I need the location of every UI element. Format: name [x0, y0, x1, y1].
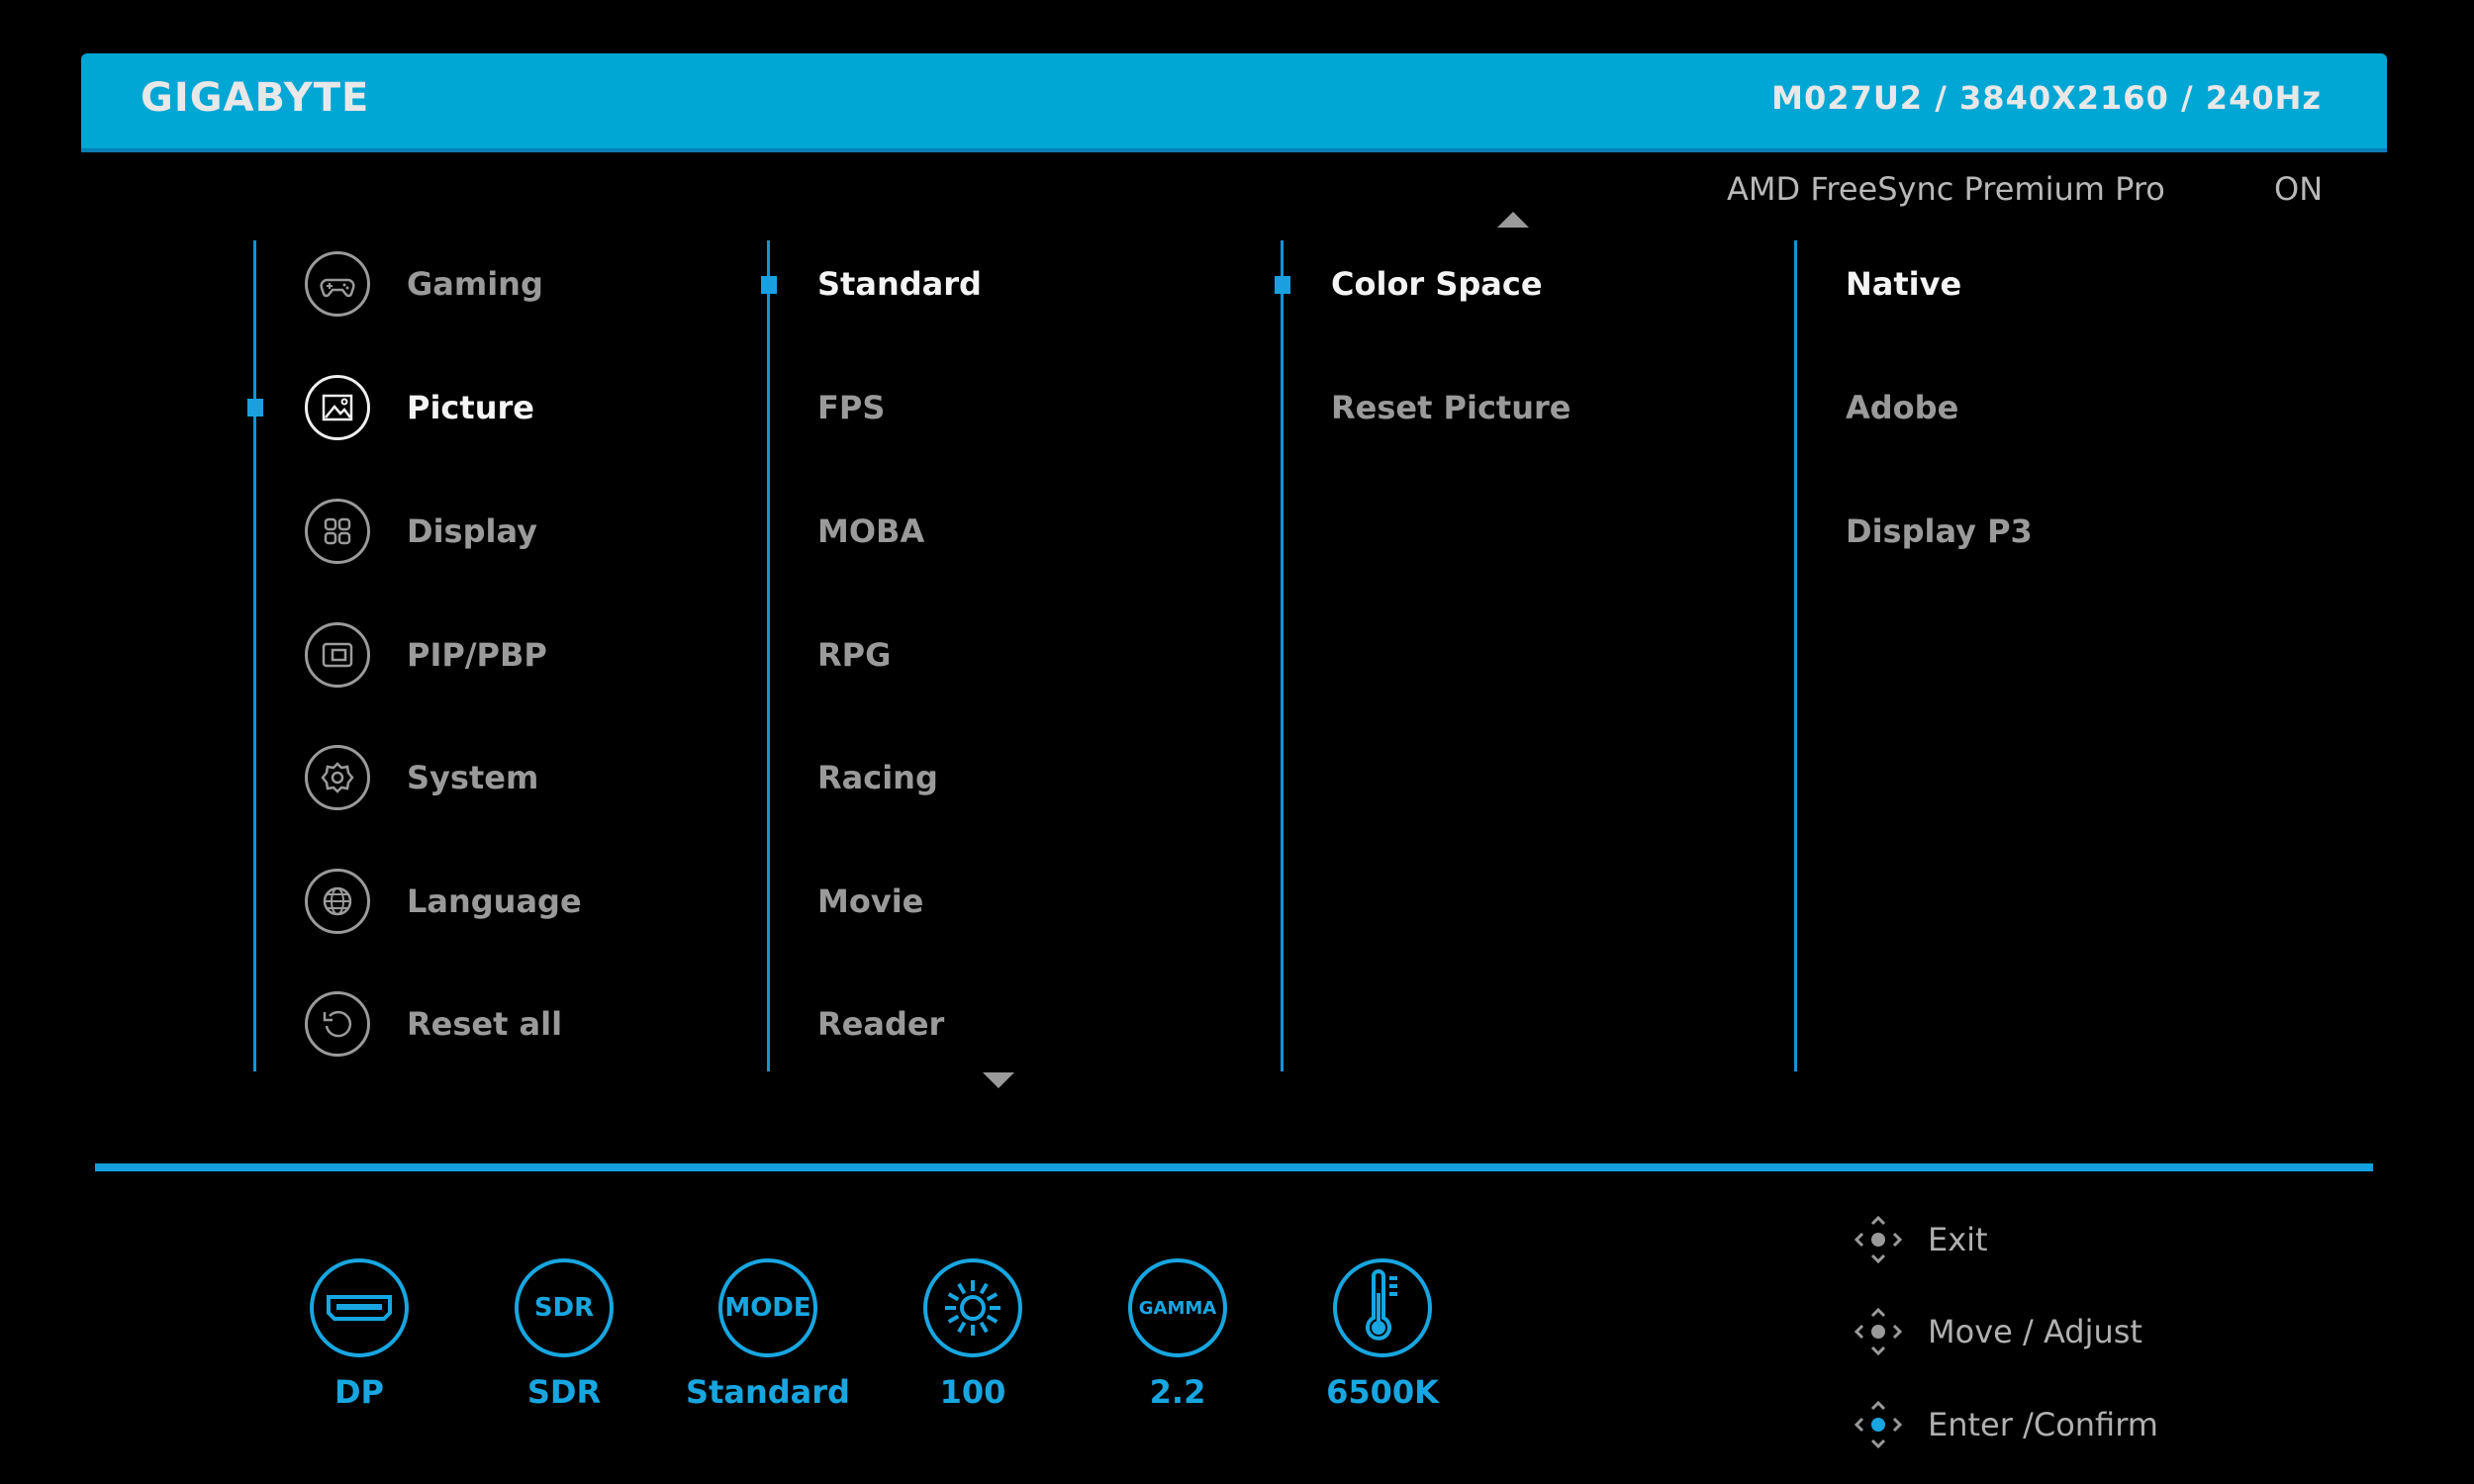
picture-mode-item[interactable]: FPS — [817, 389, 886, 426]
gear-icon — [305, 745, 370, 810]
mode-icon[interactable]: MODE — [718, 1258, 817, 1357]
pip-icon — [305, 622, 370, 688]
thermometer-icon[interactable] — [1333, 1258, 1432, 1357]
picture-mode-item[interactable]: Standard — [817, 265, 982, 303]
reset-icon — [305, 991, 370, 1057]
display-grid-icon — [305, 499, 370, 564]
selection-marker — [761, 276, 777, 294]
menu-item-reset-all[interactable]: Reset all — [407, 1005, 563, 1043]
color-space-option[interactable]: Adobe — [1846, 389, 1959, 426]
divider-line — [95, 1163, 2373, 1171]
color-space-option[interactable]: Native — [1846, 265, 1962, 303]
joystick-icon — [1854, 1307, 1903, 1356]
scroll-up-arrow-icon[interactable] — [1497, 212, 1529, 228]
freesync-value: ON — [2274, 170, 2324, 208]
displayport-icon[interactable] — [310, 1258, 409, 1357]
brand-logo: GIGABYTE — [141, 75, 370, 121]
sdr-icon[interactable]: SDR — [515, 1258, 614, 1357]
picture-mode-item[interactable]: MOBA — [817, 512, 925, 550]
joystick-icon — [1854, 1400, 1903, 1449]
mode-icon-text: MODE — [724, 1293, 811, 1323]
status-value: Standard — [686, 1373, 850, 1411]
gamma-icon[interactable]: GAMMA — [1128, 1258, 1227, 1357]
selection-marker — [1275, 276, 1290, 294]
status-value: DP — [333, 1373, 385, 1411]
column-divider — [1281, 240, 1284, 1071]
menu-item-pip-pbp[interactable]: PIP/PBP — [407, 636, 547, 674]
nav-hint: Move / Adjust — [1928, 1313, 2142, 1350]
globe-icon — [305, 869, 370, 934]
column-divider — [253, 240, 256, 1071]
picture-icon — [305, 375, 370, 440]
selection-marker — [247, 399, 263, 417]
gamepad-icon — [305, 251, 370, 317]
status-value: 6500K — [1326, 1373, 1439, 1411]
picture-mode-item[interactable]: Reader — [817, 1005, 945, 1043]
picture-submenu-item[interactable]: Color Space — [1331, 265, 1543, 303]
joystick-icon — [1854, 1215, 1903, 1264]
header-bar: GIGABYTE M027U2 / 3840X2160 / 240Hz — [81, 53, 2387, 152]
picture-mode-item[interactable]: RPG — [817, 636, 892, 674]
brightness-icon[interactable] — [923, 1258, 1022, 1357]
menu-item-picture[interactable]: Picture — [407, 389, 534, 426]
nav-hint: Exit — [1928, 1221, 1988, 1258]
color-space-option[interactable]: Display P3 — [1846, 512, 2033, 550]
gamma-icon-text: GAMMA — [1138, 1297, 1217, 1319]
status-value: 100 — [939, 1373, 1006, 1411]
scroll-down-arrow-icon[interactable] — [983, 1072, 1014, 1088]
status-value: SDR — [526, 1373, 602, 1411]
sdr-icon-text: SDR — [533, 1293, 595, 1323]
freesync-label: AMD FreeSync Premium Pro — [1727, 170, 2165, 208]
model-info: M027U2 / 3840X2160 / 240Hz — [1771, 79, 2322, 117]
menu-item-display[interactable]: Display — [407, 512, 537, 550]
picture-submenu-item[interactable]: Reset Picture — [1331, 389, 1571, 426]
picture-mode-item[interactable]: Racing — [817, 759, 938, 796]
nav-hint: Enter /Confirm — [1928, 1406, 2158, 1443]
column-divider — [767, 240, 770, 1071]
status-value: 2.2 — [1149, 1373, 1206, 1411]
menu-item-system[interactable]: System — [407, 759, 539, 796]
column-divider — [1794, 240, 1797, 1071]
menu-item-language[interactable]: Language — [407, 882, 582, 920]
menu-item-gaming[interactable]: Gaming — [407, 265, 543, 303]
picture-mode-item[interactable]: Movie — [817, 882, 924, 920]
